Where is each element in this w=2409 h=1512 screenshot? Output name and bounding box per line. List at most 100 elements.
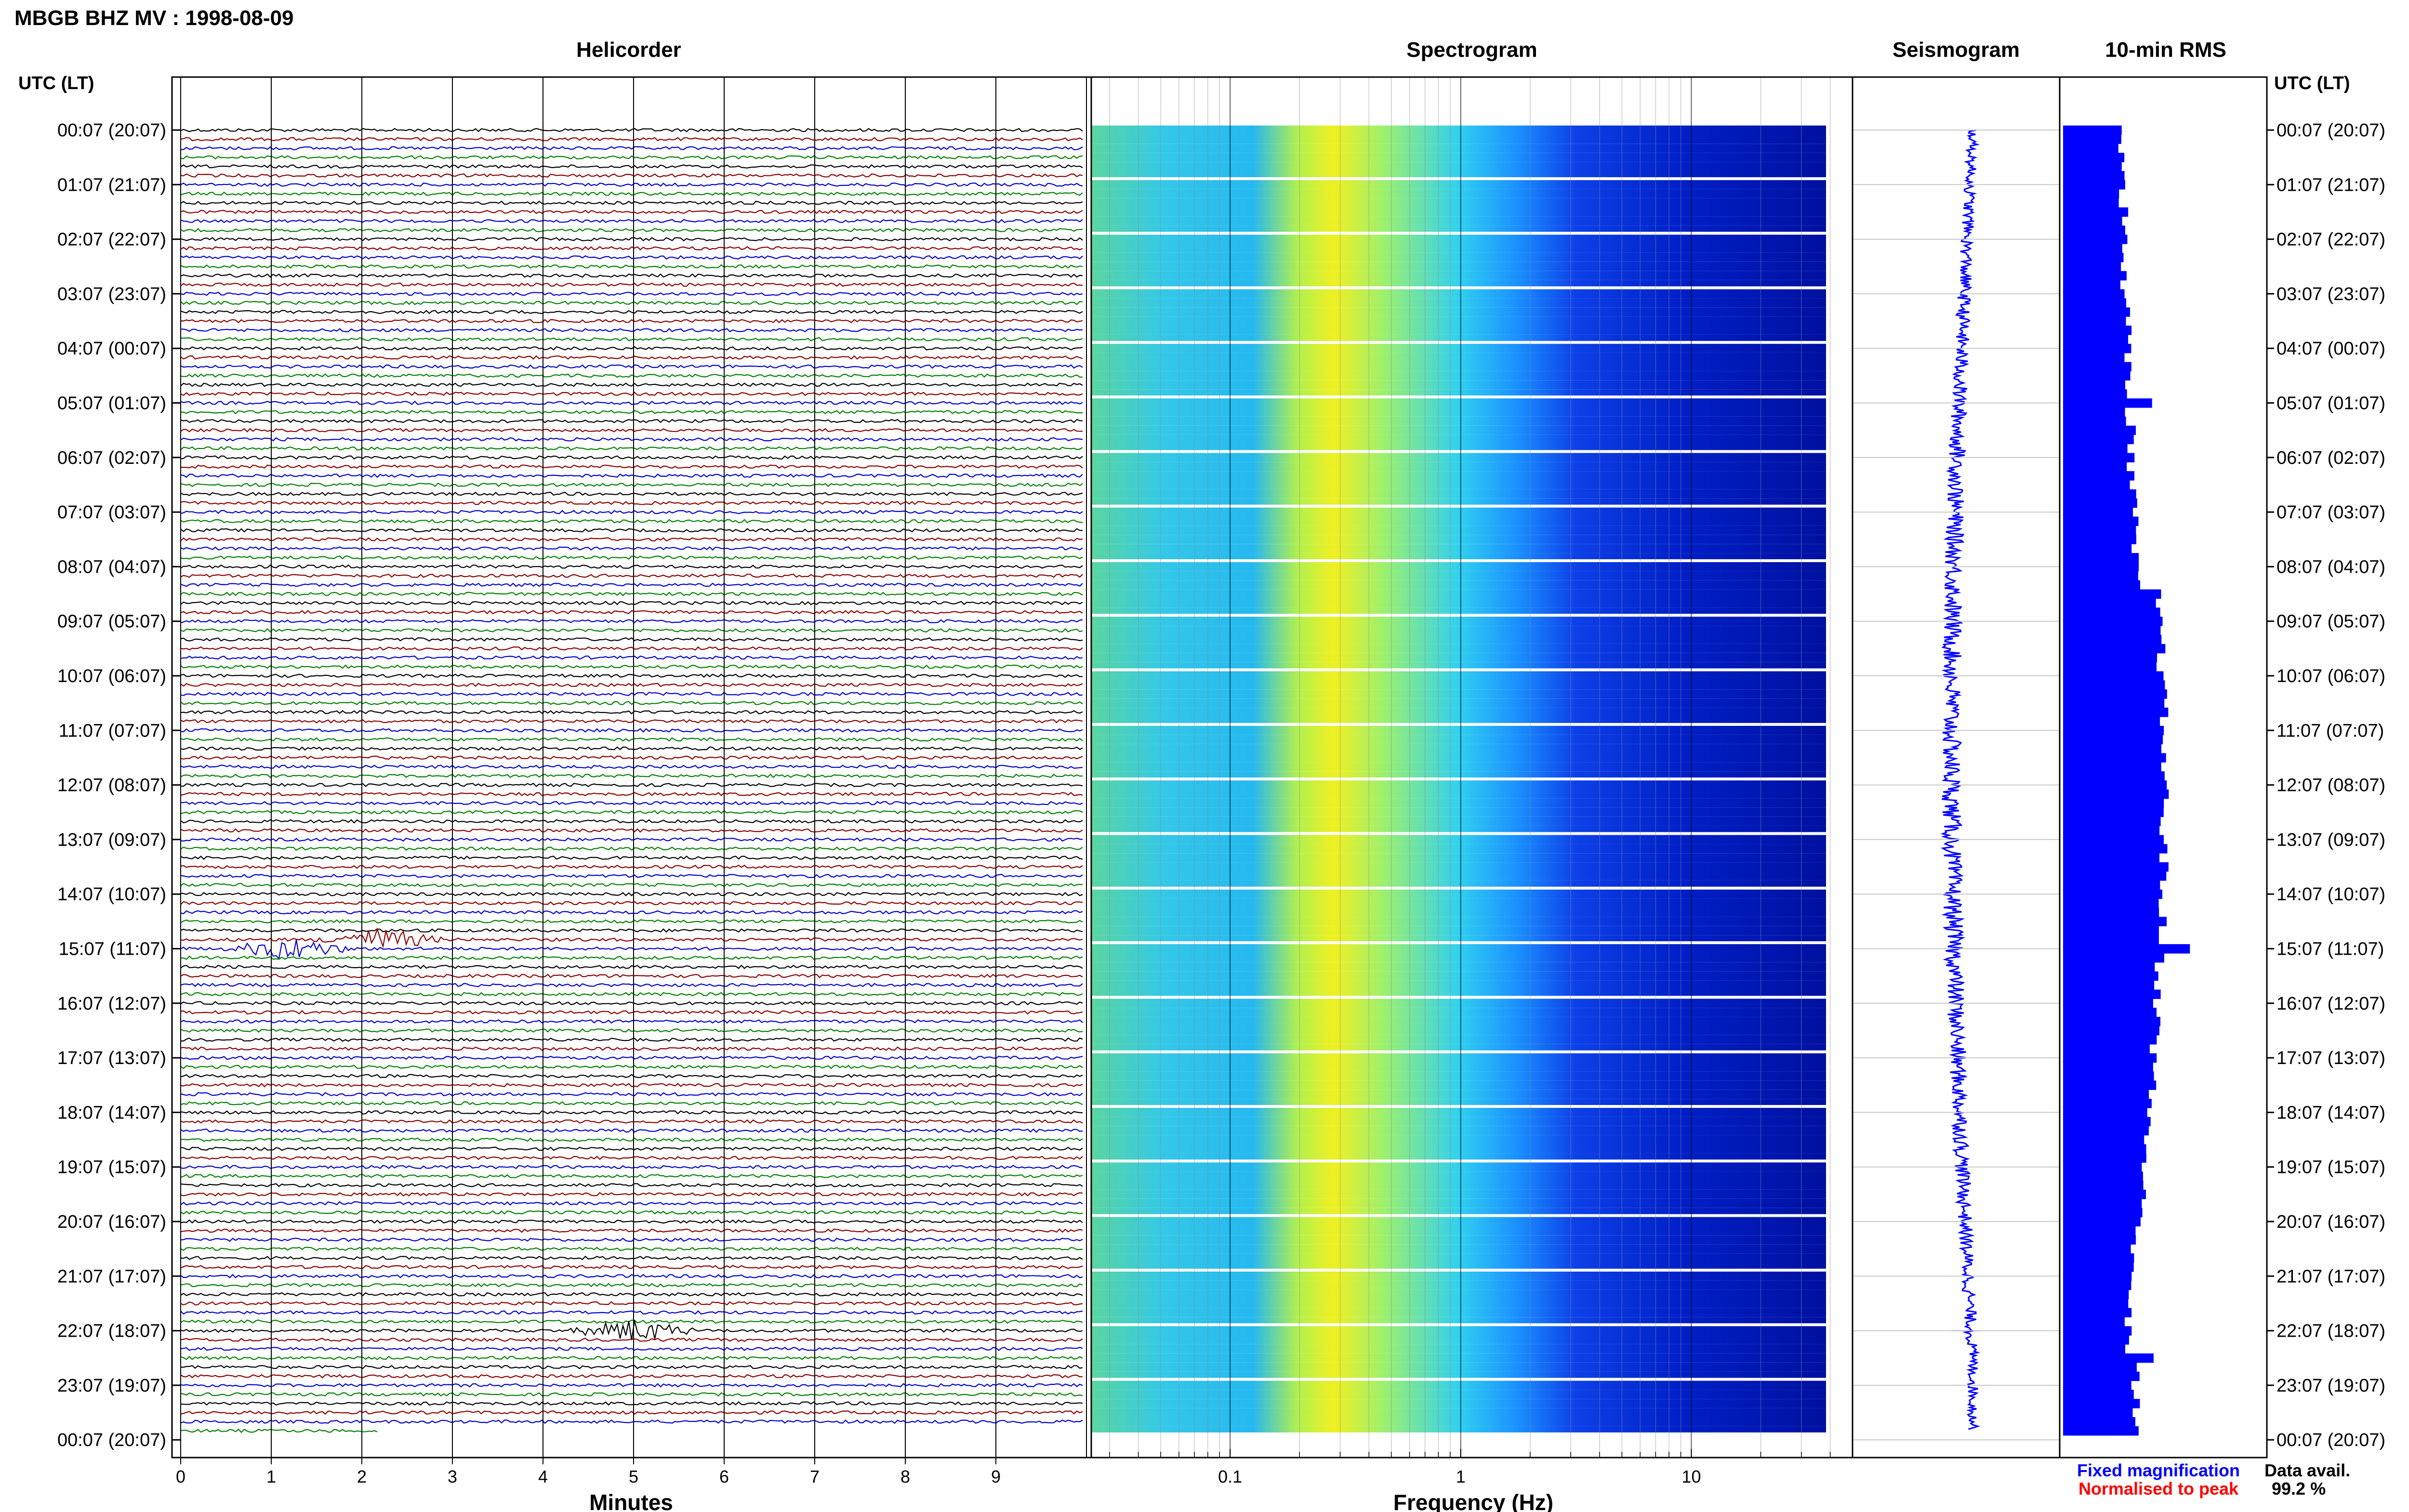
rms-bar <box>2063 680 2165 690</box>
spectrogram-row <box>1091 953 1826 962</box>
time-label-left: 02:07 (22:07) <box>57 230 166 250</box>
spectrogram-row <box>1091 1181 1826 1190</box>
helicorder-trace-row <box>180 455 1083 460</box>
rms-bar <box>2063 598 2156 608</box>
helicorder-trace-row <box>180 364 1083 369</box>
helicorder-trace-row <box>180 1301 1083 1306</box>
helicorder-trace-row <box>180 137 1083 142</box>
spectrogram-row <box>1091 1362 1826 1372</box>
rms-bar <box>2063 289 2125 299</box>
helicorder-trace-row <box>180 128 1083 132</box>
spectrogram-row <box>1091 1171 1826 1181</box>
helicorder-axis-title: Minutes <box>589 1490 673 1512</box>
time-label-left: 13:07 (09:07) <box>57 830 166 850</box>
rms-bar <box>2063 798 2164 808</box>
spectrogram-row <box>1091 453 1826 462</box>
helicorder-trace-row <box>180 1119 1083 1124</box>
spectrogram-row <box>1091 153 1826 162</box>
rms-bar <box>2063 280 2120 290</box>
spectrogram-row <box>1091 835 1826 844</box>
rms-bar <box>2063 144 2118 153</box>
rms-bar <box>2063 762 2161 772</box>
spectrogram-row <box>1091 1317 1826 1324</box>
rms-bar <box>2063 526 2136 535</box>
rms-bar <box>2063 1426 2139 1436</box>
helicorder-trace-row <box>180 264 1083 269</box>
time-label-left: 05:07 (01:07) <box>57 394 166 414</box>
helicorder-trace-row <box>180 464 1083 469</box>
helicorder-trace-row <box>180 1010 1083 1015</box>
spectrogram-row <box>1091 1071 1826 1081</box>
spectrogram-row <box>1091 589 1826 599</box>
rms-bar <box>2063 407 2125 417</box>
spectrogram-row <box>1091 1253 1826 1262</box>
helicorder-trace-row <box>180 428 1083 433</box>
helicorder-trace-row <box>180 1074 1083 1078</box>
helicorder-trace-row <box>180 755 1083 760</box>
helicorder-trace-row <box>180 391 1083 396</box>
time-label-right: 21:07 (17:07) <box>2277 1266 2385 1287</box>
spectrogram-row <box>1091 371 1826 381</box>
rms-bar <box>2063 225 2125 235</box>
rms-bar <box>2063 1299 2129 1308</box>
spectrogram-row <box>1091 489 1826 499</box>
time-label-right: 04:07 (00:07) <box>2277 339 2385 359</box>
rms-bar <box>2063 326 2132 335</box>
helicorder-trace-row <box>180 1401 1083 1406</box>
spectrogram-row <box>1091 789 1826 799</box>
helicorder-trace-row <box>180 1210 1083 1215</box>
helicorder-trace-row <box>180 573 1083 578</box>
helicorder-trace-row <box>180 500 1083 505</box>
helicorder-trace-row <box>180 537 1083 542</box>
spectrogram-row <box>1091 1289 1826 1299</box>
rms-bar <box>2063 962 2155 972</box>
spectrogram-row <box>1091 334 1826 341</box>
time-label-right: 19:07 (15:07) <box>2277 1157 2385 1178</box>
helicorder-trace-row <box>180 1137 1083 1142</box>
spectrogram-row <box>1091 498 1826 505</box>
rms-bar <box>2063 1253 2134 1263</box>
spectrogram-row <box>1091 1144 1826 1154</box>
frequency-tick-label: 1 <box>1456 1467 1466 1486</box>
rms-bar <box>2063 1135 2144 1145</box>
rms-bar <box>2063 153 2125 162</box>
spectrogram-row <box>1091 462 1826 472</box>
spectrogram-row <box>1091 816 1826 826</box>
time-label-left: 09:07 (05:07) <box>57 612 166 632</box>
spectrogram-row <box>1091 416 1826 426</box>
time-label-left: 12:07 (08:07) <box>57 776 166 796</box>
helicorder-trace-row <box>180 200 1083 205</box>
helicorder-trace-row <box>180 791 1083 797</box>
spectrogram-row <box>1091 717 1826 723</box>
spectrogram-row <box>1091 1198 1826 1208</box>
seismogram-trace <box>1940 129 2009 1430</box>
data-avail-label: Data avail. <box>2264 1460 2350 1480</box>
frequency-tick-label: 0.1 <box>1218 1467 1242 1486</box>
seismogram-title: Seismogram <box>1893 38 2020 62</box>
spectrogram-row <box>1091 735 1826 744</box>
spectrogram-row <box>1091 507 1826 517</box>
spectrogram-row <box>1091 962 1826 972</box>
helicorder-trace-row <box>180 1192 1083 1196</box>
spectrogram-row <box>1091 407 1826 417</box>
rms-bar <box>2063 380 2125 390</box>
spectrogram-row <box>1091 1235 1826 1245</box>
spectrogram-row <box>1091 898 1826 908</box>
rms-bar <box>2063 835 2164 844</box>
rms-bar <box>2063 162 2122 171</box>
helicorder-trace-row <box>180 155 1083 160</box>
rms-bar <box>2063 871 2167 881</box>
helicorder-trace-row <box>180 1283 1083 1288</box>
rms-bar <box>2063 1198 2142 1209</box>
time-label-left: 11:07 (07:07) <box>59 721 166 741</box>
spectrogram-row <box>1091 1299 1826 1308</box>
rms-bar <box>2063 1044 2150 1054</box>
helicorder-trace-row <box>180 319 1083 324</box>
helicorder-trace-row <box>180 955 1083 960</box>
helicorder-trace-row <box>180 774 1083 778</box>
helicorder-traces <box>180 128 1083 1433</box>
helicorder-trace-row <box>180 255 1083 260</box>
rms-bar <box>2063 1289 2129 1300</box>
rms-bar <box>2063 244 2122 253</box>
rms-bar <box>2063 1099 2152 1108</box>
